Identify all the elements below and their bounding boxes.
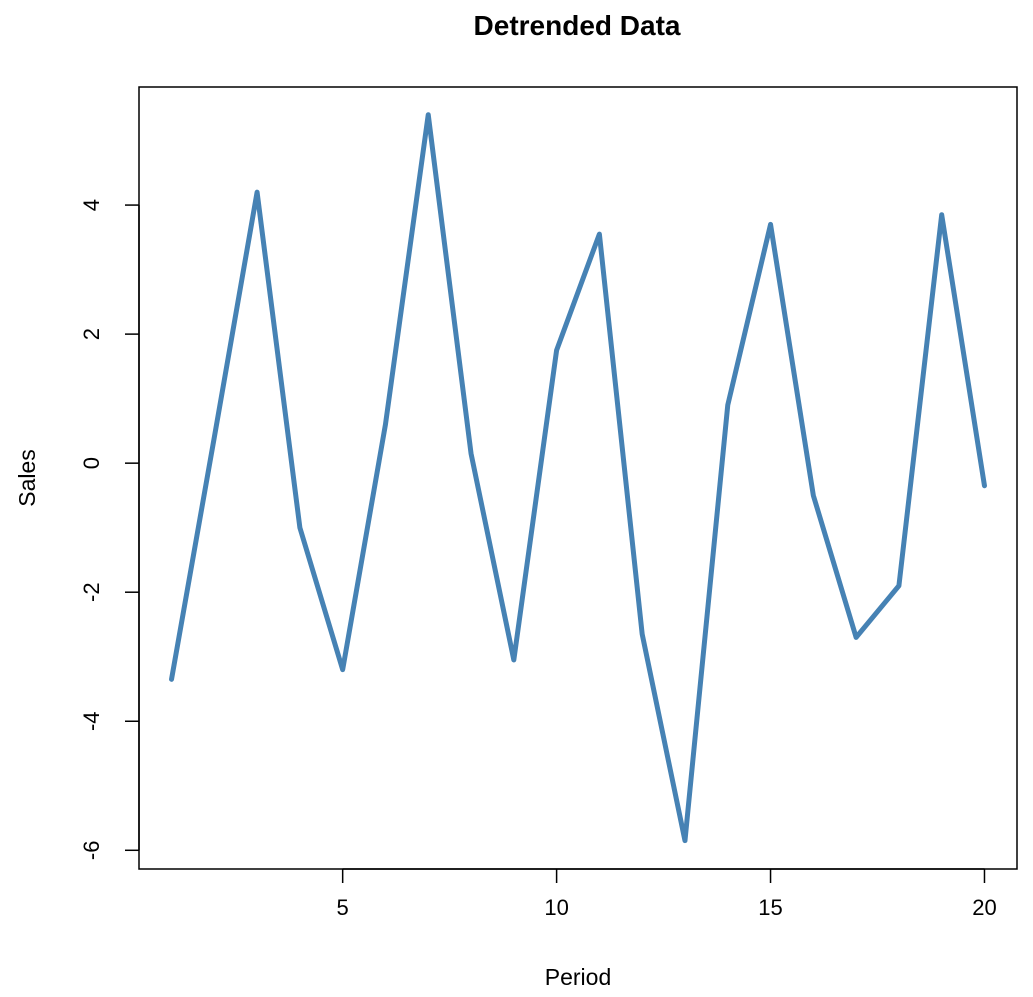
y-tick-label: -6 bbox=[79, 841, 104, 861]
y-tick-label: 2 bbox=[79, 328, 104, 340]
y-tick-label: -4 bbox=[79, 711, 104, 731]
x-axis: 5 10 15 20 bbox=[337, 868, 997, 920]
y-tick-label: -2 bbox=[79, 582, 104, 602]
plot-area-frame bbox=[138, 86, 1018, 870]
series-line bbox=[169, 112, 987, 844]
x-tick-label: 15 bbox=[758, 895, 782, 920]
y-tick-label: 4 bbox=[79, 199, 104, 211]
chart-title: Detrended Data bbox=[474, 10, 681, 41]
x-tick-label: 20 bbox=[972, 895, 996, 920]
series-layer bbox=[169, 112, 987, 844]
y-tick-label: 0 bbox=[79, 457, 104, 469]
x-tick-label: 10 bbox=[544, 895, 568, 920]
x-tick-label: 5 bbox=[337, 895, 349, 920]
y-axis-label: Sales bbox=[14, 449, 40, 507]
y-axis: -6 -4 -2 0 2 4 bbox=[79, 199, 140, 861]
x-axis-label: Period bbox=[545, 964, 611, 990]
